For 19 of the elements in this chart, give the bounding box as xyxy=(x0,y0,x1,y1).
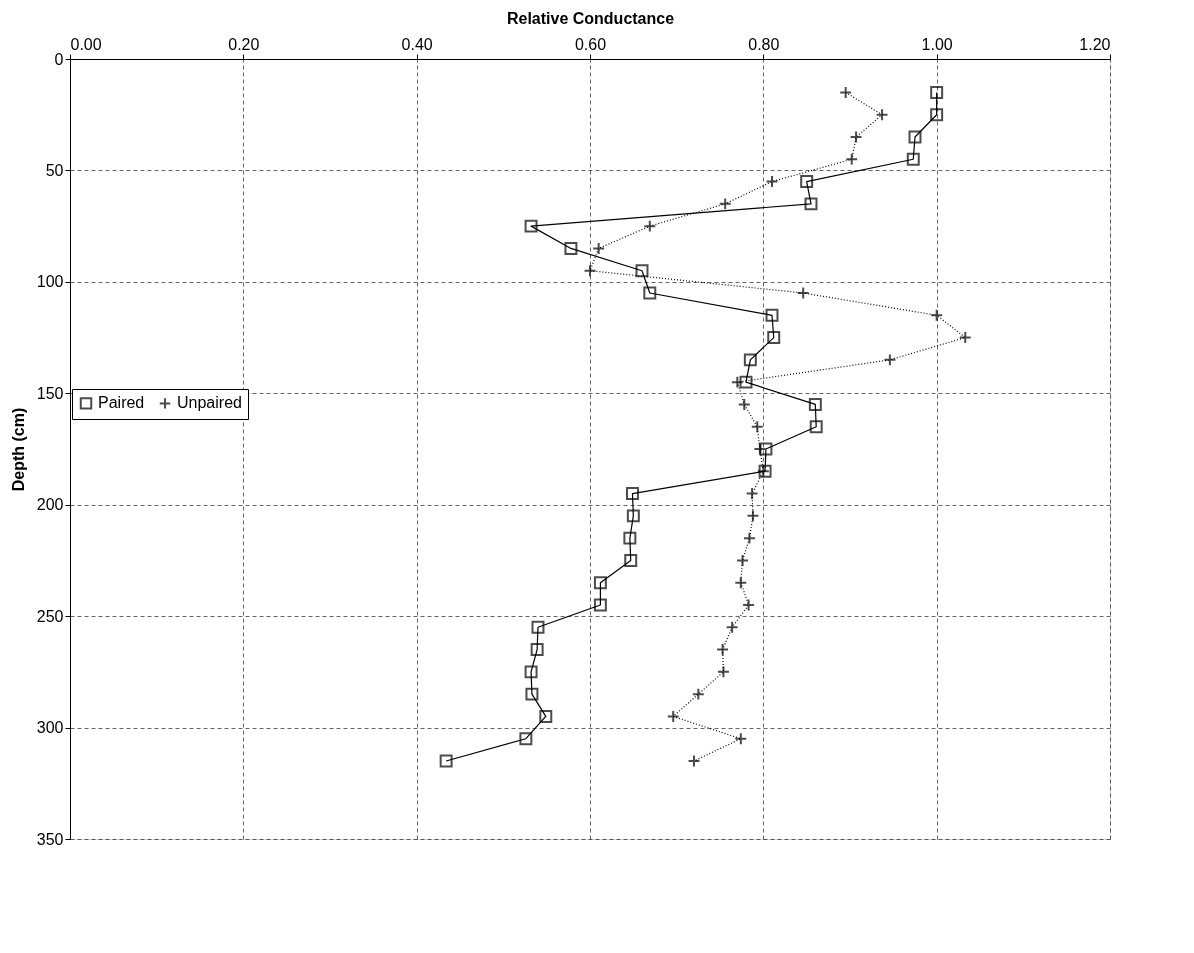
y-tick-label: 0 xyxy=(54,50,64,68)
y-tick-label: 250 xyxy=(36,607,64,625)
legend-label: Paired xyxy=(98,394,145,412)
legend-label: Unpaired xyxy=(177,394,242,412)
x-tick-label: 1.00 xyxy=(921,35,953,53)
y-tick-label: 150 xyxy=(36,384,64,402)
y-tick-label: 300 xyxy=(36,719,64,737)
x-tick-label: 0.20 xyxy=(228,35,260,53)
x-tick-label: 0.40 xyxy=(401,35,433,53)
x-tick-label: 0.60 xyxy=(574,35,607,53)
x-axis-title: Relative Conductance xyxy=(506,9,675,27)
y-tick-label: 350 xyxy=(36,830,64,848)
y-tick-label: 100 xyxy=(36,273,64,291)
x-tick-label: 0.00 xyxy=(70,35,102,53)
y-tick-label: 200 xyxy=(36,496,64,514)
y-axis-title: Depth (cm) xyxy=(9,407,27,492)
y-tick-label: 50 xyxy=(45,161,64,179)
x-tick-label: 1.20 xyxy=(1079,35,1111,53)
x-tick-label: 0.80 xyxy=(748,35,780,53)
